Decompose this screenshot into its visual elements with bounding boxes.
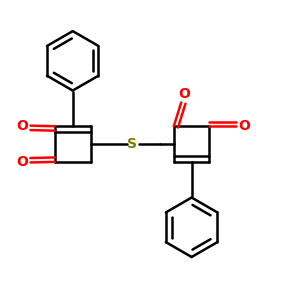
Text: S: S (127, 137, 137, 151)
Text: O: O (178, 86, 190, 100)
Text: O: O (238, 119, 250, 133)
Text: O: O (16, 155, 28, 170)
Text: O: O (16, 118, 28, 133)
